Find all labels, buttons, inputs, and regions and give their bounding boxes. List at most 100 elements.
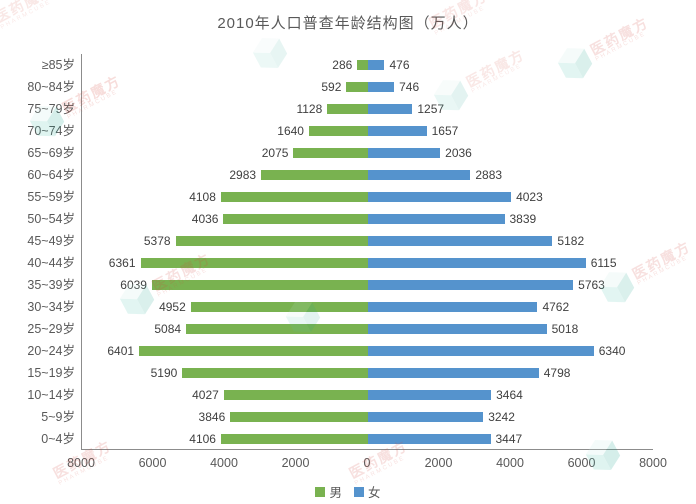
pyramid-row: 286 476 [82,54,653,76]
female-value-label: 4023 [516,190,543,204]
pyramid-row: 4036 3839 [82,208,653,230]
female-bar [367,148,441,158]
male-bar [230,412,368,422]
plot-area: 286 476 592 746 1128 1257 1640 1657 2075 2036 2983… [81,54,653,450]
x-tick-label: 0 [363,456,371,470]
female-bar [367,192,512,202]
male-bar [223,390,368,400]
female-bar [367,434,491,444]
age-label: 30~34岁 [27,300,75,314]
male-value-label: 6361 [108,256,136,270]
male-bar [140,258,368,268]
female-bar [367,346,594,356]
x-tick-label: 6000 [567,456,596,470]
female-value-label: 476 [389,58,410,72]
age-label: 60~64岁 [27,168,75,182]
age-label: 50~54岁 [27,212,75,226]
female-bar [367,390,492,400]
female-bar [367,412,484,422]
pyramid-row: 5190 4798 [82,362,653,384]
female-value-label: 2036 [445,146,472,160]
male-bar [182,368,368,378]
x-tick-label: 6000 [138,456,167,470]
male-bar [261,170,368,180]
age-label: 20~24岁 [27,344,75,358]
male-bar [308,126,368,136]
male-bar [327,104,368,114]
male-value-label: 286 [332,58,353,72]
age-label: 25~29岁 [27,322,75,336]
age-axis-labels: ≥85岁 80~84岁 75~79岁 70~74岁 65~69岁 60~64岁 55~59岁… [0,54,75,450]
legend-male-label: 男 [329,486,342,500]
female-value-label: 5763 [578,278,605,292]
x-tick-label: 4000 [210,456,238,470]
female-bar [367,368,539,378]
female-bar [367,104,413,114]
female-bar [367,324,547,334]
male-bar [220,192,368,202]
age-label: 45~49岁 [27,234,75,248]
male-value-label: 4106 [189,432,216,446]
male-value-label: 5190 [150,366,178,380]
male-value-label: 1128 [296,102,323,116]
male-value-label: 592 [321,80,342,94]
pyramid-row: 4952 4762 [82,296,653,318]
female-bar [367,170,471,180]
male-swatch-icon [315,486,326,497]
male-value-label: 6401 [107,344,135,358]
legend-female-label: 女 [368,486,381,500]
male-bar [151,280,368,290]
female-bar [367,82,395,92]
female-value-label: 5018 [551,322,579,336]
x-axis-ticks: 8000 6000 4000 2000 0 2000 4000 6000 8000 [67,456,667,472]
age-label: 70~74岁 [27,124,75,138]
female-bar [367,60,385,70]
age-label: 10~14岁 [27,388,75,402]
x-tick-label: 2000 [424,456,453,470]
legend-item-female: 女 [354,482,381,501]
female-value-label: 3464 [496,388,523,402]
male-value-label: 2983 [229,168,257,182]
age-label: 5~9岁 [41,410,75,424]
x-tick-label: 4000 [496,456,524,470]
male-bar [186,324,368,334]
pyramid-row: 592 746 [82,76,653,98]
male-bar [357,60,368,70]
female-value-label: 3839 [509,212,537,226]
pyramid-row: 5378 5182 [82,230,653,252]
pyramid-row: 6401 6340 [82,340,653,362]
age-label: 35~39岁 [27,278,75,292]
pyramid-row: 1128 1257 [82,98,653,120]
male-bar [139,346,368,356]
pyramid-row: 3846 3242 [82,406,653,428]
male-bar [223,214,368,224]
male-value-label: 3846 [198,410,226,424]
female-value-label: 4762 [542,300,570,314]
pyramid-row: 2075 2036 [82,142,653,164]
female-value-label: 1257 [417,102,445,116]
male-bar [175,236,368,246]
x-tick-label: 8000 [67,456,95,470]
male-value-label: 4108 [189,190,216,204]
pyramid-row: 6361 6115 [82,252,653,274]
female-value-label: 3447 [495,432,523,446]
female-bar [367,126,427,136]
age-label: 75~79岁 [27,102,75,116]
female-bar [367,236,553,246]
pyramid-row: 4108 4023 [82,186,653,208]
male-bar [190,302,368,312]
female-value-label: 1657 [431,124,459,138]
pyramid-row: 1640 1657 [82,120,653,142]
pyramid-row: 6039 5763 [82,274,653,296]
male-value-label: 5378 [143,234,171,248]
female-value-label: 6115 [590,256,617,270]
male-bar [346,82,368,92]
female-bar [367,258,586,268]
female-value-label: 746 [399,80,420,94]
male-value-label: 1640 [277,124,304,138]
female-bar [367,214,505,224]
age-label: 55~59岁 [27,190,75,204]
legend: 男 女 [0,482,696,501]
age-label: 0~4岁 [41,432,75,446]
